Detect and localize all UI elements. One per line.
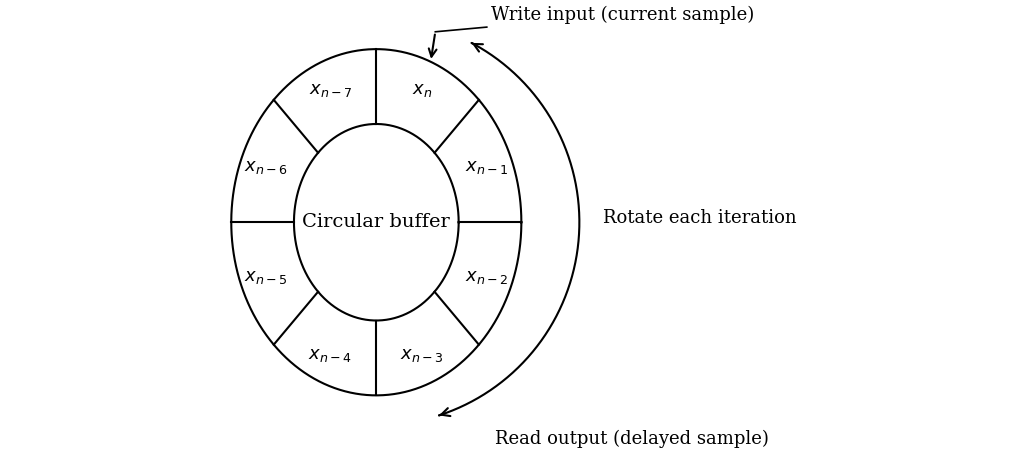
Text: $x_{n-3}$: $x_{n-3}$ [400, 346, 444, 364]
Text: Circular buffer: Circular buffer [302, 213, 451, 231]
Text: $x_{n-1}$: $x_{n-1}$ [466, 158, 509, 176]
Text: $x_{n-7}$: $x_{n-7}$ [308, 81, 352, 99]
Text: Write input (current sample): Write input (current sample) [492, 6, 755, 24]
Text: Read output (delayed sample): Read output (delayed sample) [496, 430, 769, 448]
Text: $x_n$: $x_n$ [412, 81, 432, 99]
Text: $x_{n-5}$: $x_{n-5}$ [244, 268, 288, 286]
Text: Rotate each iteration: Rotate each iteration [603, 208, 797, 226]
Text: $x_{n-4}$: $x_{n-4}$ [308, 346, 352, 364]
Text: $x_{n-6}$: $x_{n-6}$ [244, 158, 288, 176]
Text: $x_{n-2}$: $x_{n-2}$ [466, 268, 509, 286]
